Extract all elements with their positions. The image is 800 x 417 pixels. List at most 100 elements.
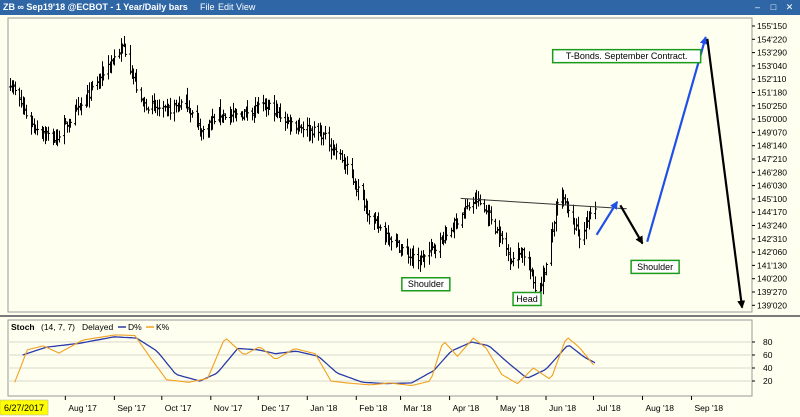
menu-file[interactable]: File (200, 2, 215, 12)
projection-up-arrow[interactable] (595, 201, 619, 236)
price-bar (586, 210, 589, 229)
restore-icon[interactable]: □ (770, 2, 777, 12)
price-tick-label: 145'100 (757, 194, 787, 204)
left-shoulder-label[interactable]: Shoulder (401, 276, 451, 292)
price-tick-label: 150'000 (757, 114, 787, 124)
price-plot[interactable]: T-Bonds. September Contract. Shoulder Head… (9, 36, 746, 309)
time-axis[interactable]: 6/27/2017 Aug '17 Sep '17 Oct '17 Nov '17 Dec… (0, 396, 723, 416)
price-bar (265, 98, 268, 117)
price-bar (86, 85, 89, 107)
title-annotation[interactable]: T-Bonds. September Contract. (551, 48, 702, 64)
price-bar (273, 94, 276, 122)
price-bar (575, 218, 578, 231)
price-bar (594, 201, 597, 220)
price-bar (42, 126, 45, 142)
price-bar (36, 120, 39, 136)
time-tick-label: May '18 (500, 403, 530, 413)
price-bar (147, 106, 150, 114)
price-plot-frame (7, 17, 753, 313)
menu-view[interactable]: View (236, 2, 256, 12)
right-shoulder-label[interactable]: Shoulder (630, 259, 680, 275)
price-tick-label: 149'070 (757, 127, 787, 137)
price-bar (287, 116, 290, 125)
time-tick-label: Mar '18 (404, 403, 432, 413)
price-tick-label: 142'060 (757, 247, 787, 257)
price-bar (352, 169, 355, 185)
price-tick-label: 144'170 (757, 207, 787, 217)
minimize-icon[interactable]: – (754, 2, 760, 12)
price-bar (167, 103, 170, 117)
price-tick-label: 152'110 (757, 74, 787, 84)
price-tick-label: 139'020 (757, 300, 787, 310)
price-bar (368, 209, 371, 225)
time-tick-label: Feb '18 (359, 403, 387, 413)
price-bar (23, 97, 26, 115)
price-bar (219, 99, 222, 126)
stoch-d-line[interactable] (22, 336, 596, 385)
time-tick-label: Nov '17 (214, 403, 243, 413)
projection-down-arrow[interactable] (706, 38, 746, 309)
price-bar (257, 97, 260, 114)
legend-k-label: K% (156, 322, 170, 332)
chart-canvas[interactable]: T-Bonds. September Contract. Shoulder Head… (0, 15, 800, 417)
price-bar (211, 108, 214, 130)
price-bar (224, 113, 227, 120)
price-bar (158, 99, 161, 117)
price-bar (328, 126, 331, 152)
price-bar (20, 89, 23, 108)
price-bar (191, 110, 194, 118)
price-bar (290, 117, 293, 132)
price-bar (562, 189, 565, 207)
price-bar (551, 222, 554, 243)
price-bar (140, 87, 143, 103)
head-label[interactable]: Head (512, 291, 542, 307)
price-bar (235, 108, 238, 122)
time-tick-label: Oct '17 (165, 403, 192, 413)
price-axis[interactable]: 155'150 154'220 153'290 153'040 152'110 151'1… (752, 21, 787, 310)
price-bar (428, 241, 431, 265)
price-bar (53, 131, 56, 144)
close-icon[interactable]: ✕ (785, 2, 794, 12)
price-bar (434, 244, 437, 259)
annotation-text: T-Bonds. September Contract. (566, 51, 688, 61)
stoch-k-line[interactable] (14, 334, 594, 386)
projection-down-arrow[interactable] (619, 204, 644, 245)
price-bar (412, 245, 415, 269)
price-tick-label: 153'040 (757, 61, 787, 71)
neckline-trendline[interactable] (460, 197, 627, 210)
price-bar (262, 94, 265, 112)
price-bar (442, 231, 445, 246)
stochastic-tick-label: 80 (763, 337, 773, 347)
price-bar (25, 104, 28, 119)
price-bar (295, 120, 298, 134)
price-bar (510, 258, 513, 265)
price-bar (335, 143, 338, 160)
price-bar (197, 112, 200, 130)
time-tick-label: Jul '18 (596, 403, 621, 413)
price-bar (12, 80, 15, 95)
price-tick-label: 146'280 (757, 167, 787, 177)
price-bar (213, 113, 216, 125)
menu-edit[interactable]: Edit (218, 2, 234, 12)
price-bar (202, 125, 205, 140)
price-bar (75, 99, 78, 112)
price-bar (241, 111, 244, 121)
price-bar (423, 254, 426, 268)
price-bar (333, 144, 336, 156)
price-bar (445, 226, 448, 241)
stochastic-panel[interactable]: Stoch (14, 7, 7) Delayed D% K% (8, 322, 752, 386)
price-bar (346, 156, 349, 175)
stochastic-axis[interactable]: 80 60 40 20 (752, 337, 773, 386)
price-bar (330, 138, 333, 160)
price-bar (501, 230, 504, 245)
stochastic-params: (14, 7, 7) (41, 322, 75, 332)
price-bar (64, 117, 67, 125)
price-bar (374, 211, 377, 224)
price-bar (129, 44, 132, 75)
projection-up-arrow[interactable] (646, 36, 708, 243)
price-bar (230, 109, 233, 123)
price-bar (518, 248, 521, 261)
time-tick-label: Apr '18 (453, 403, 480, 413)
price-tick-label: 140'200 (757, 274, 787, 284)
